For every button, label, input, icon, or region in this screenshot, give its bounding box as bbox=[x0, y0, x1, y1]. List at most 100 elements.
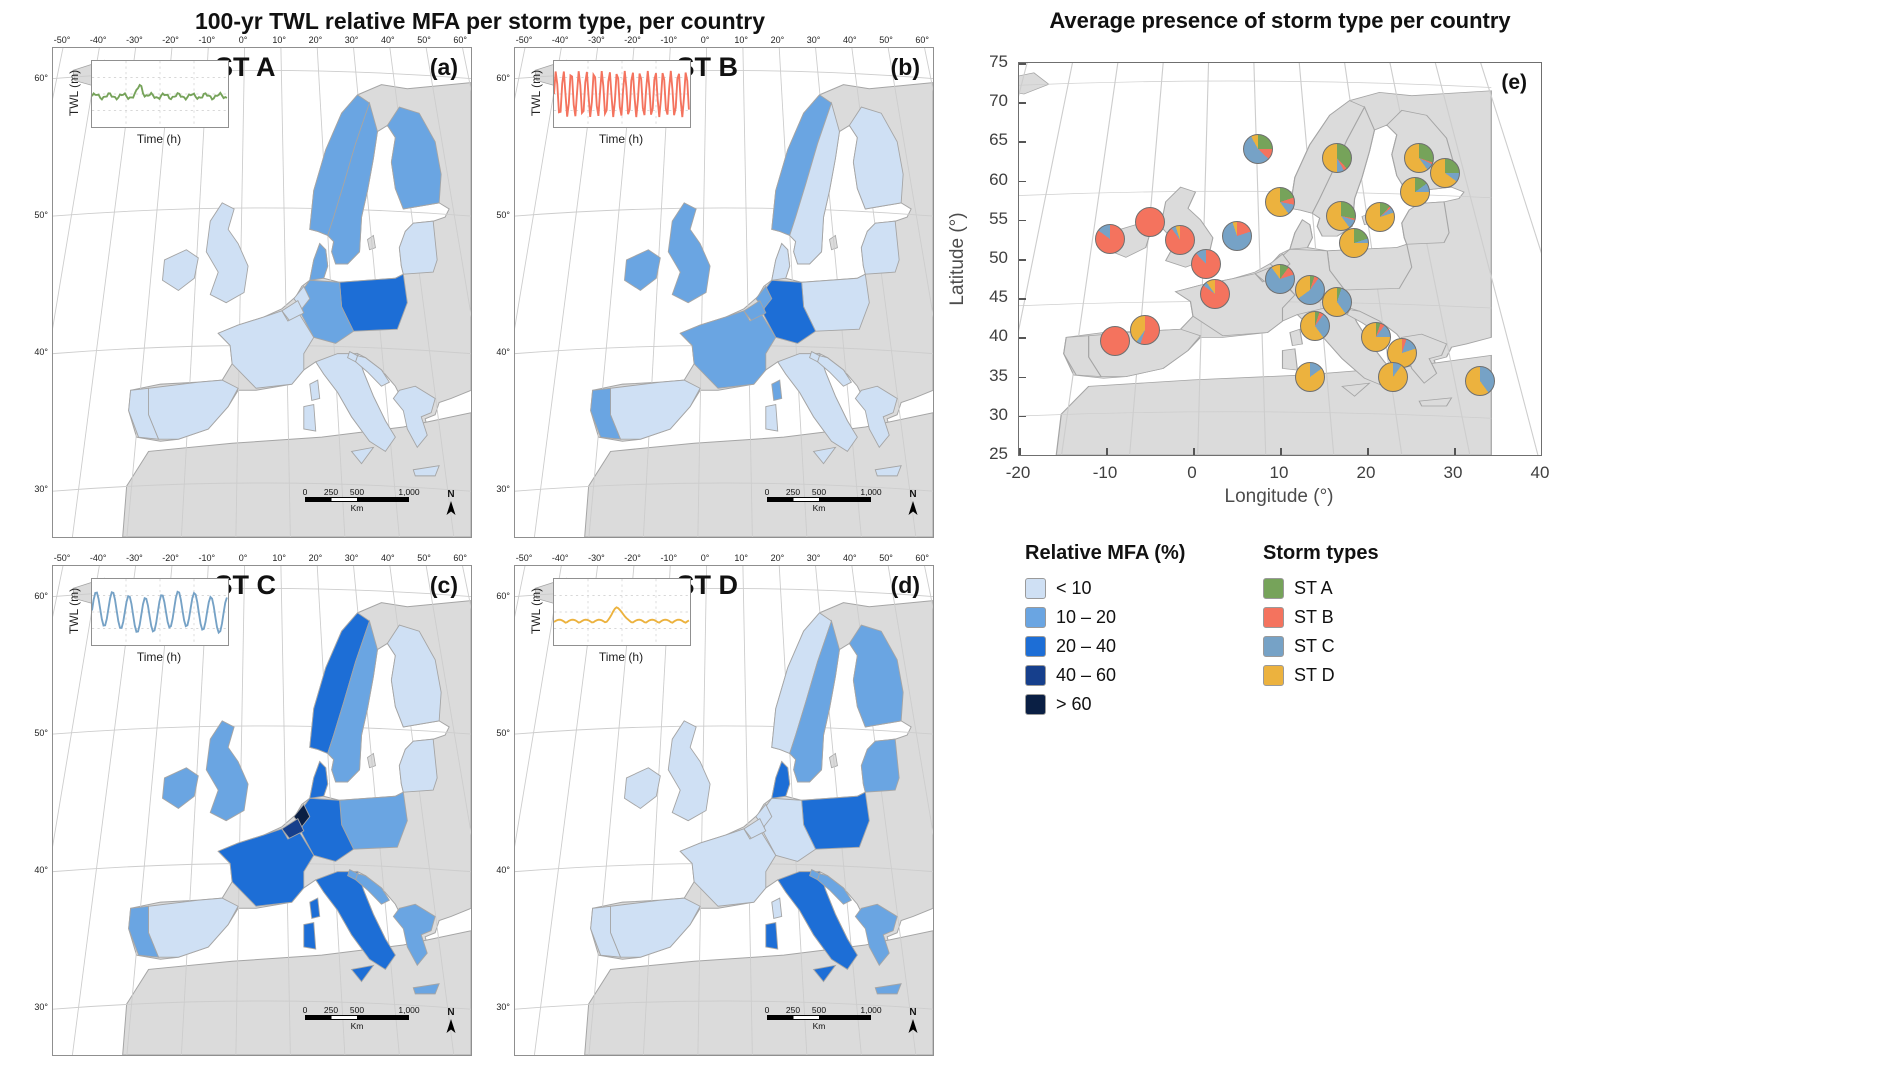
storm-presence-pie bbox=[1321, 142, 1352, 173]
map-top-tick-label: 50° bbox=[417, 35, 431, 45]
legend-swatch bbox=[1263, 578, 1284, 599]
twl-waveform bbox=[553, 60, 691, 128]
map-top-tick-label: 30° bbox=[344, 553, 359, 563]
country-united-kingdom bbox=[205, 720, 249, 822]
country-denmark bbox=[1289, 219, 1313, 250]
scale-bar-labels: 0 250 500 1,000 bbox=[303, 487, 420, 497]
country-france bbox=[679, 310, 783, 402]
map-top-tick-label: 40° bbox=[380, 35, 395, 45]
country-croatia bbox=[817, 873, 853, 905]
europe-choropleth-map bbox=[53, 566, 471, 1055]
country-united-kingdom bbox=[205, 202, 249, 304]
legend-label: 10 – 20 bbox=[1056, 607, 1117, 627]
latitude-tick-label: 25 bbox=[989, 444, 1008, 463]
map-top-tick-label: -40° bbox=[551, 35, 569, 45]
map-top-tick-label: -30° bbox=[588, 35, 605, 45]
map-left-tick-label: 50° bbox=[34, 728, 48, 738]
map-top-tick-label: 30° bbox=[806, 35, 821, 45]
map-top-tick-label: 50° bbox=[879, 553, 893, 563]
north-arrow-icon bbox=[446, 1019, 456, 1033]
map-top-tick-label: 0° bbox=[238, 553, 248, 563]
country-ireland bbox=[624, 767, 661, 810]
storm-presence-pie bbox=[1265, 263, 1295, 294]
map-top-tick-label: 20° bbox=[770, 35, 785, 45]
latitude-tick-label: 65 bbox=[989, 130, 1008, 150]
legend-swatch bbox=[1025, 694, 1046, 715]
y-tick-mark bbox=[1019, 376, 1026, 379]
country-baltic-states bbox=[860, 220, 900, 275]
panel-letter: (c) bbox=[429, 572, 458, 598]
scale-bar-label: 1,000 bbox=[398, 487, 420, 497]
storm-legend-item: ST D bbox=[1263, 661, 1379, 690]
country-sweden bbox=[789, 101, 840, 265]
map-top-tick-label: -10° bbox=[198, 35, 216, 45]
legend-swatch bbox=[1263, 665, 1284, 686]
latitude-tick-label: 40 bbox=[989, 326, 1008, 346]
legend-label: ST A bbox=[1294, 578, 1333, 598]
country-greece bbox=[392, 903, 440, 995]
inset-y-axis-label: TWL (m) bbox=[529, 69, 543, 117]
scale-bar-rule bbox=[305, 1015, 409, 1020]
map-panel-d: -50° -40° -30° -20° -10° 0° 10° 20° 30° 40° 50° 60°… bbox=[490, 552, 934, 1056]
y-tick-mark bbox=[1019, 415, 1026, 418]
map-top-tick-label: -10° bbox=[198, 553, 216, 563]
panel-letter: (d) bbox=[890, 572, 920, 598]
pie-markers-layer bbox=[1019, 63, 1541, 455]
x-tick-mark bbox=[1454, 448, 1456, 455]
legend-label: 20 – 40 bbox=[1056, 636, 1117, 656]
map-top-tick-label: 60° bbox=[915, 553, 929, 563]
storm-presence-pie bbox=[1099, 326, 1130, 357]
y-tick-mark bbox=[1019, 259, 1026, 261]
y-tick-mark bbox=[1019, 219, 1026, 222]
country-portugal bbox=[590, 387, 622, 440]
map-top-tick-label: 30° bbox=[806, 553, 821, 563]
country-baltic-states bbox=[398, 220, 438, 275]
latitude-tick-label: 75 bbox=[989, 52, 1008, 71]
storm-legend-item: ST B bbox=[1263, 603, 1379, 632]
country-croatia bbox=[817, 355, 853, 387]
storm-legend-title: Storm types bbox=[1263, 542, 1379, 564]
longitude-axis-label: Longitude (°) bbox=[1224, 486, 1334, 507]
twl-timeseries-inset: TWL (m) Time (h) bbox=[529, 576, 713, 680]
map-top-tick-label: 0° bbox=[700, 553, 710, 563]
country-finland bbox=[848, 624, 904, 728]
legend-label: ST C bbox=[1294, 636, 1335, 656]
north-letter: N bbox=[447, 489, 455, 500]
storm-presence-pie bbox=[1365, 202, 1396, 233]
latitude-tick-label: 50 bbox=[989, 248, 1008, 267]
map-area: ST C (c) TWL (m) Time (h) 0 250 500 1,000 K… bbox=[52, 565, 472, 1056]
storm-legend-item: ST A bbox=[1263, 574, 1379, 603]
map-top-tick-label: -30° bbox=[126, 35, 143, 45]
map-top-tick-label: -50° bbox=[515, 35, 533, 45]
map-top-tick-label: -10° bbox=[660, 35, 678, 45]
map-top-tick-label: -50° bbox=[53, 553, 71, 563]
mfa-legend-title: Relative MFA (%) bbox=[1025, 542, 1186, 564]
longitude-tick-label: 10 bbox=[1269, 463, 1289, 482]
country-germany bbox=[763, 279, 817, 344]
latitude-tick-label: 45 bbox=[989, 287, 1008, 307]
mfa-legend-item: < 10 bbox=[1025, 574, 1185, 603]
twl-timeseries-inset: TWL (m) Time (h) bbox=[67, 58, 251, 162]
country-italy bbox=[765, 871, 858, 983]
scale-bar-label: 250 bbox=[785, 487, 801, 497]
country-italy bbox=[303, 871, 396, 983]
map-top-tick-label: 10° bbox=[734, 35, 748, 45]
scale-bar: 0 250 500 1,000 Km bbox=[765, 1005, 882, 1031]
country-slovenia bbox=[809, 868, 821, 881]
map-top-tick-label: -20° bbox=[162, 35, 179, 45]
map-top-tick-label: -10° bbox=[660, 553, 678, 563]
map-top-tick-label: -30° bbox=[126, 553, 143, 563]
inset-x-axis-label: Time (h) bbox=[598, 132, 644, 146]
scale-bar: 0 250 500 1,000 Km bbox=[303, 1005, 420, 1031]
country-sweden bbox=[327, 101, 378, 265]
map-top-tick-label: -50° bbox=[53, 35, 71, 45]
map-top-tick-label: 10° bbox=[272, 553, 286, 563]
storm-presence-pie bbox=[1465, 365, 1496, 396]
scale-bar-unit: Km bbox=[812, 503, 826, 513]
legend-label: < 10 bbox=[1056, 578, 1092, 598]
north-arrow-icon bbox=[908, 1019, 918, 1033]
legend-swatch bbox=[1263, 607, 1284, 628]
scale-bar-labels: 0 250 500 1,000 bbox=[765, 1005, 882, 1015]
map-left-tick-label: 40° bbox=[34, 347, 48, 357]
x-tick-mark bbox=[1367, 448, 1369, 455]
